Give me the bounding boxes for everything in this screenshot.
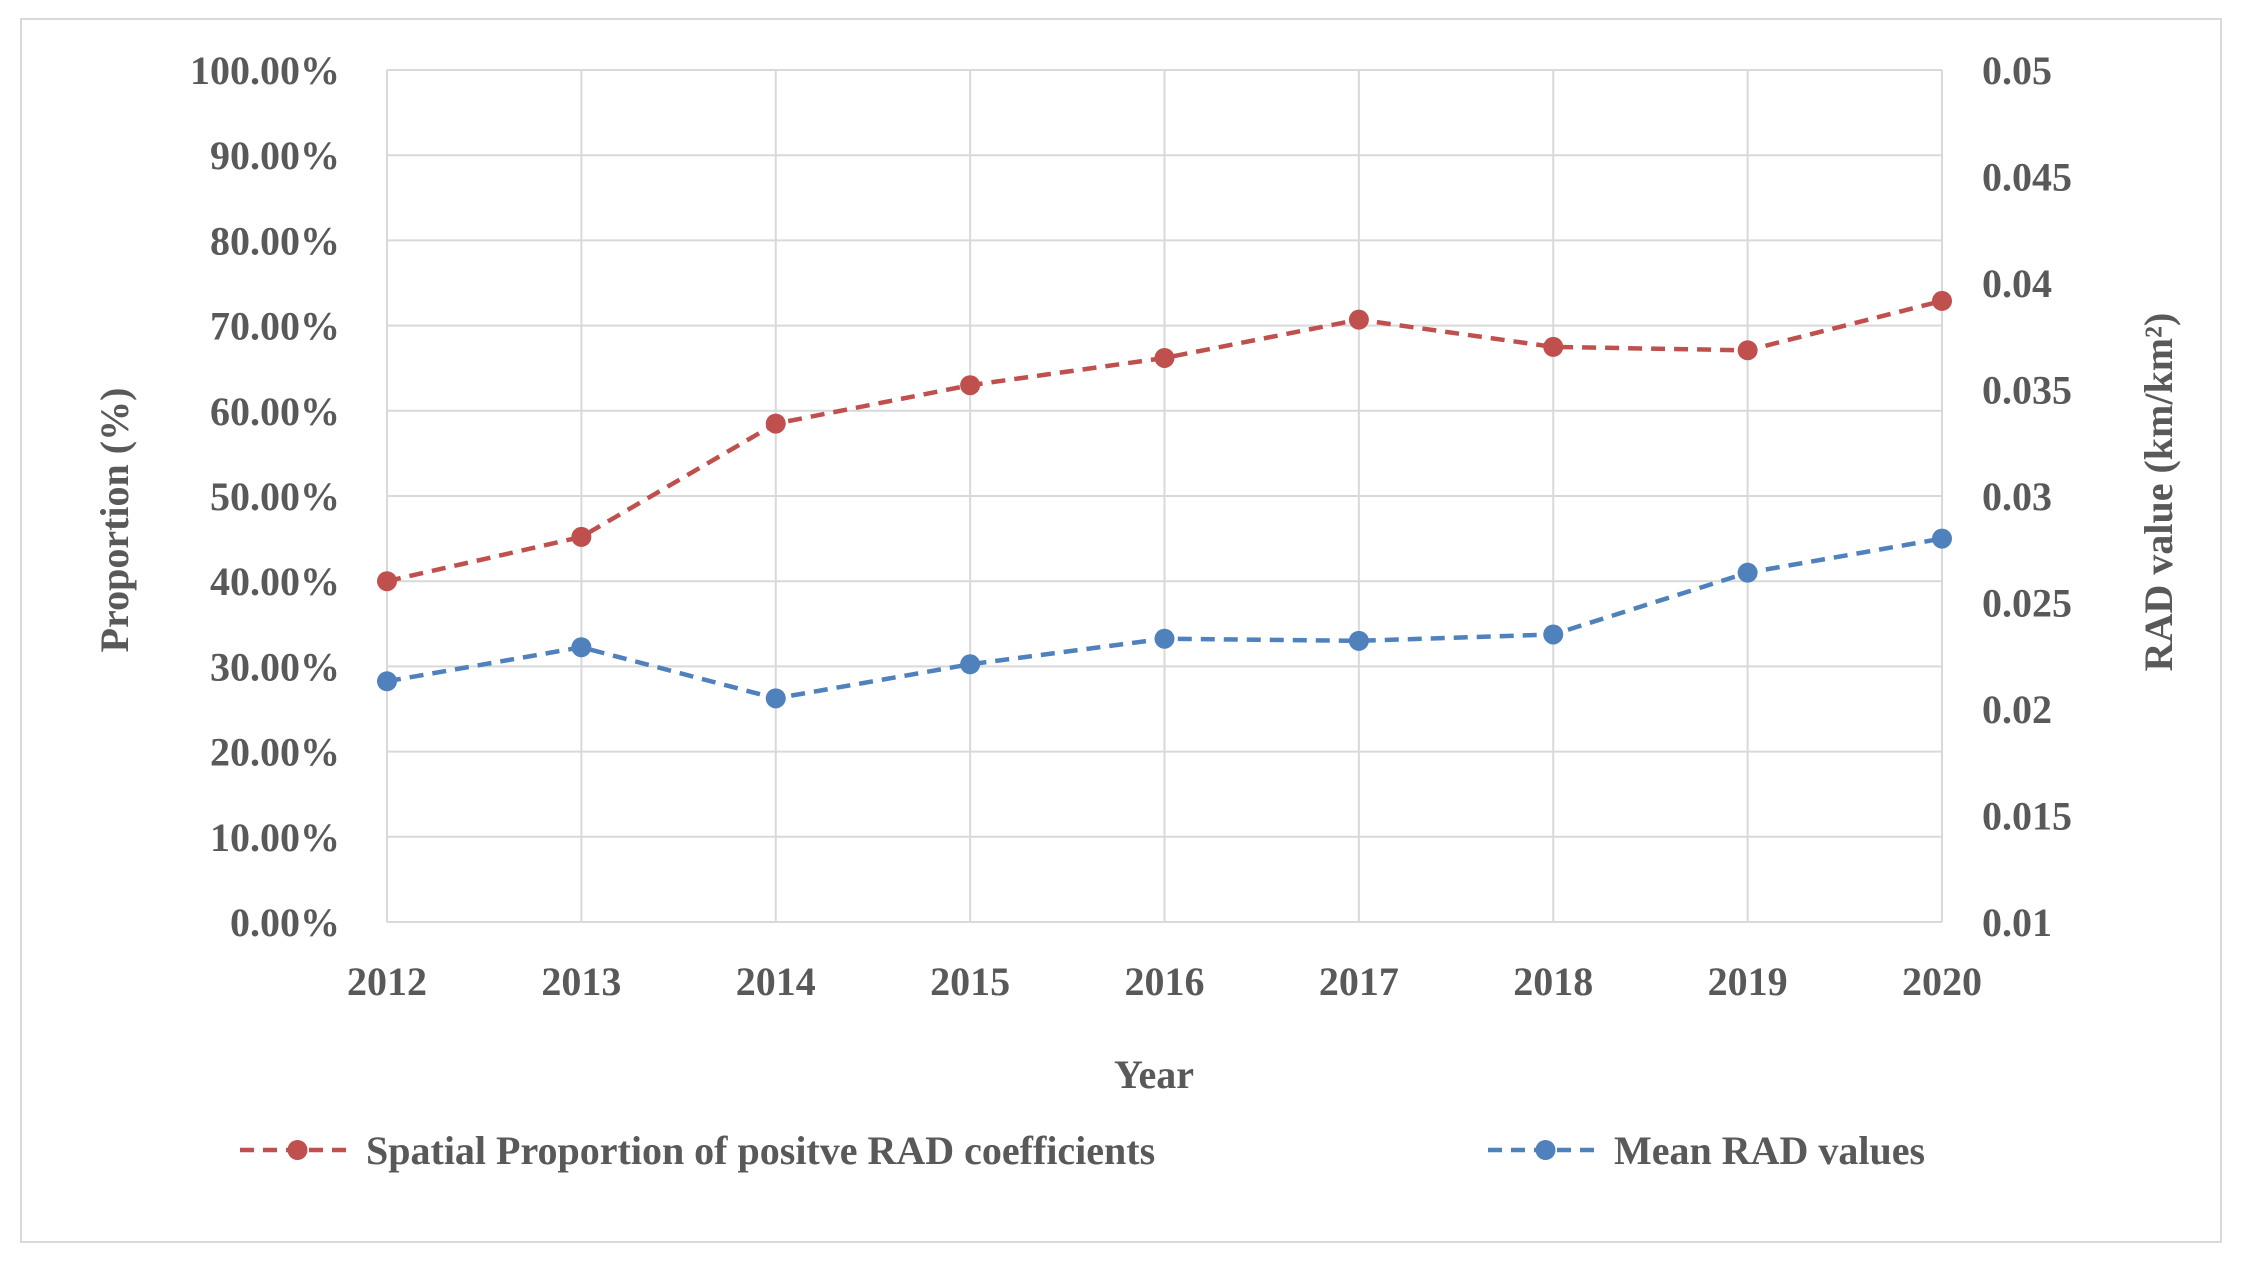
y-right-tick-label: 0.02 <box>1982 687 2052 732</box>
x-tick-label: 2013 <box>541 959 621 1004</box>
y-right-tick-label: 0.025 <box>1982 581 2072 626</box>
y-right-tick-label: 0.045 <box>1982 155 2072 200</box>
y-right-tick-label: 0.05 <box>1982 48 2052 93</box>
x-tick-label: 2020 <box>1902 959 1982 1004</box>
y-axis-right-title: RAD value (km/km²) <box>2136 313 2181 672</box>
data-point <box>377 671 397 692</box>
data-point <box>1737 562 1758 583</box>
data-point <box>1737 340 1758 361</box>
y-left-tick-label: 80.00% <box>210 218 340 263</box>
y-axis-left-title: Proportion (%) <box>92 388 137 653</box>
y-left-tick-label: 70.00% <box>210 304 340 349</box>
y-right-tick-label: 0.03 <box>1982 474 2052 519</box>
legend-marker <box>1535 1140 1556 1160</box>
x-tick-label: 2016 <box>1125 959 1205 1004</box>
data-point <box>960 654 981 675</box>
axes: 0.00% 10.00% 20.00% 30.00% 40.00% 50.00% 60.00… <box>190 48 2072 1004</box>
series <box>377 290 1952 709</box>
y-left-tick-label: 10.00% <box>210 815 340 860</box>
data-point <box>1154 347 1175 368</box>
data-point <box>765 413 786 434</box>
x-tick-label: 2019 <box>1708 959 1788 1004</box>
data-point <box>1348 630 1369 651</box>
data-point <box>1932 290 1952 311</box>
x-tick-label: 2014 <box>736 959 816 1004</box>
data-point <box>1932 528 1952 549</box>
x-axis-title: Year <box>1114 1052 1194 1097</box>
y-right-tick-label: 0.04 <box>1982 261 2052 306</box>
gridlines <box>386 69 1943 923</box>
legend-label: Mean RAD values <box>1614 1128 1925 1173</box>
y-right-tick-label: 0.035 <box>1982 368 2072 413</box>
legend-label: Spatial Proportion of positve RAD coeffi… <box>366 1128 1155 1173</box>
data-point <box>765 688 786 709</box>
x-tick-label: 2018 <box>1513 959 1593 1004</box>
y-left-tick-label: 30.00% <box>210 644 340 689</box>
x-tick-label: 2015 <box>930 959 1010 1004</box>
y-left-tick-label: 0.00% <box>230 900 340 945</box>
data-point <box>960 375 981 396</box>
data-point <box>1543 624 1564 645</box>
y-left-tick-label: 20.00% <box>210 730 340 775</box>
x-tick-label: 2017 <box>1319 959 1399 1004</box>
data-point <box>1348 309 1369 330</box>
y-right-tick-label: 0.015 <box>1982 794 2072 839</box>
data-point <box>377 571 397 592</box>
y-left-tick-label: 90.00% <box>210 133 340 178</box>
y-left-tick-label: 40.00% <box>210 559 340 604</box>
data-point <box>1543 336 1564 357</box>
data-point <box>1154 628 1175 649</box>
data-point <box>571 526 592 547</box>
y-right-tick-label: 0.01 <box>1982 900 2052 945</box>
legend: Spatial Proportion of positve RAD coeffi… <box>240 1128 1925 1173</box>
x-tick-label: 2012 <box>347 959 427 1004</box>
y-left-tick-label: 50.00% <box>210 474 340 519</box>
legend-marker <box>287 1140 308 1160</box>
y-left-tick-label: 60.00% <box>210 389 340 434</box>
y-left-tick-label: 100.00% <box>190 48 340 93</box>
data-point <box>571 637 592 658</box>
